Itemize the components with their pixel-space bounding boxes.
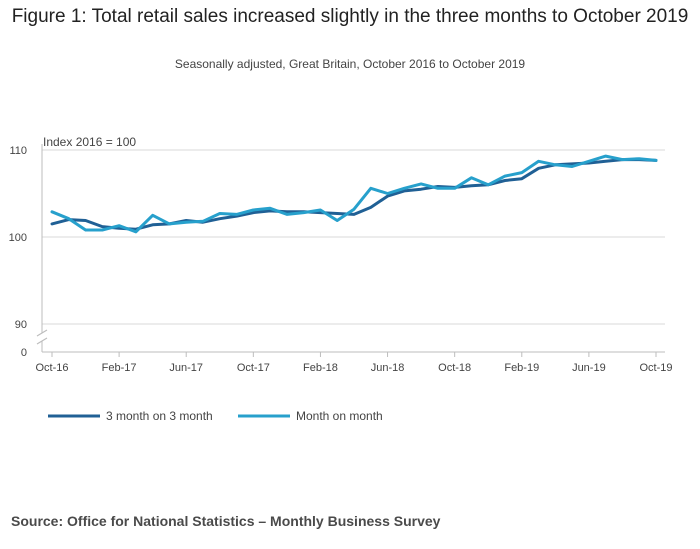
x-tick-label: Feb-19: [504, 362, 539, 374]
y-tick-label: 110: [9, 145, 27, 157]
y-axis-ticks: 110 100 90 0: [9, 145, 27, 359]
axes: [36, 144, 665, 353]
chart-subtitle: Seasonally adjusted, Great Britain, Octo…: [174, 57, 526, 71]
legend-label: 3 month on 3 month: [106, 409, 213, 423]
x-tick-label: Jun-17: [169, 362, 203, 374]
source-note: Source: Office for National Statistics –…: [11, 513, 441, 529]
series-line-month-on-month: [50, 154, 658, 234]
x-tick-label: Oct-16: [35, 362, 68, 374]
y-tick-label: 90: [15, 319, 27, 331]
series-line-three-month: [50, 158, 658, 231]
gridlines: [42, 149, 665, 325]
x-tick-label: Jun-18: [371, 362, 405, 374]
x-tick-label: Jun-19: [572, 362, 606, 374]
y-tick-label: 100: [9, 232, 27, 244]
series-lines: [50, 154, 658, 234]
legend: 3 month on 3 month Month on month: [48, 409, 383, 423]
y-axis-label: Index 2016 = 100: [43, 135, 137, 149]
x-tick-label: Feb-18: [303, 362, 338, 374]
x-tick-label: Oct-19: [639, 362, 672, 374]
legend-label: Month on month: [296, 409, 383, 423]
chart-title: Figure 1: Total retail sales increased s…: [11, 6, 689, 27]
axis-break-mark: [36, 329, 48, 345]
y-tick-label: 0: [21, 347, 27, 359]
x-tick-label: Oct-17: [237, 362, 270, 374]
x-axis-ticks: Oct-16 Feb-17 Jun-17 Oct-17 Feb-18 Jun-18 Oct-…: [35, 352, 673, 374]
x-tick-label: Oct-18: [438, 362, 471, 374]
x-tick-label: Feb-17: [102, 362, 137, 374]
